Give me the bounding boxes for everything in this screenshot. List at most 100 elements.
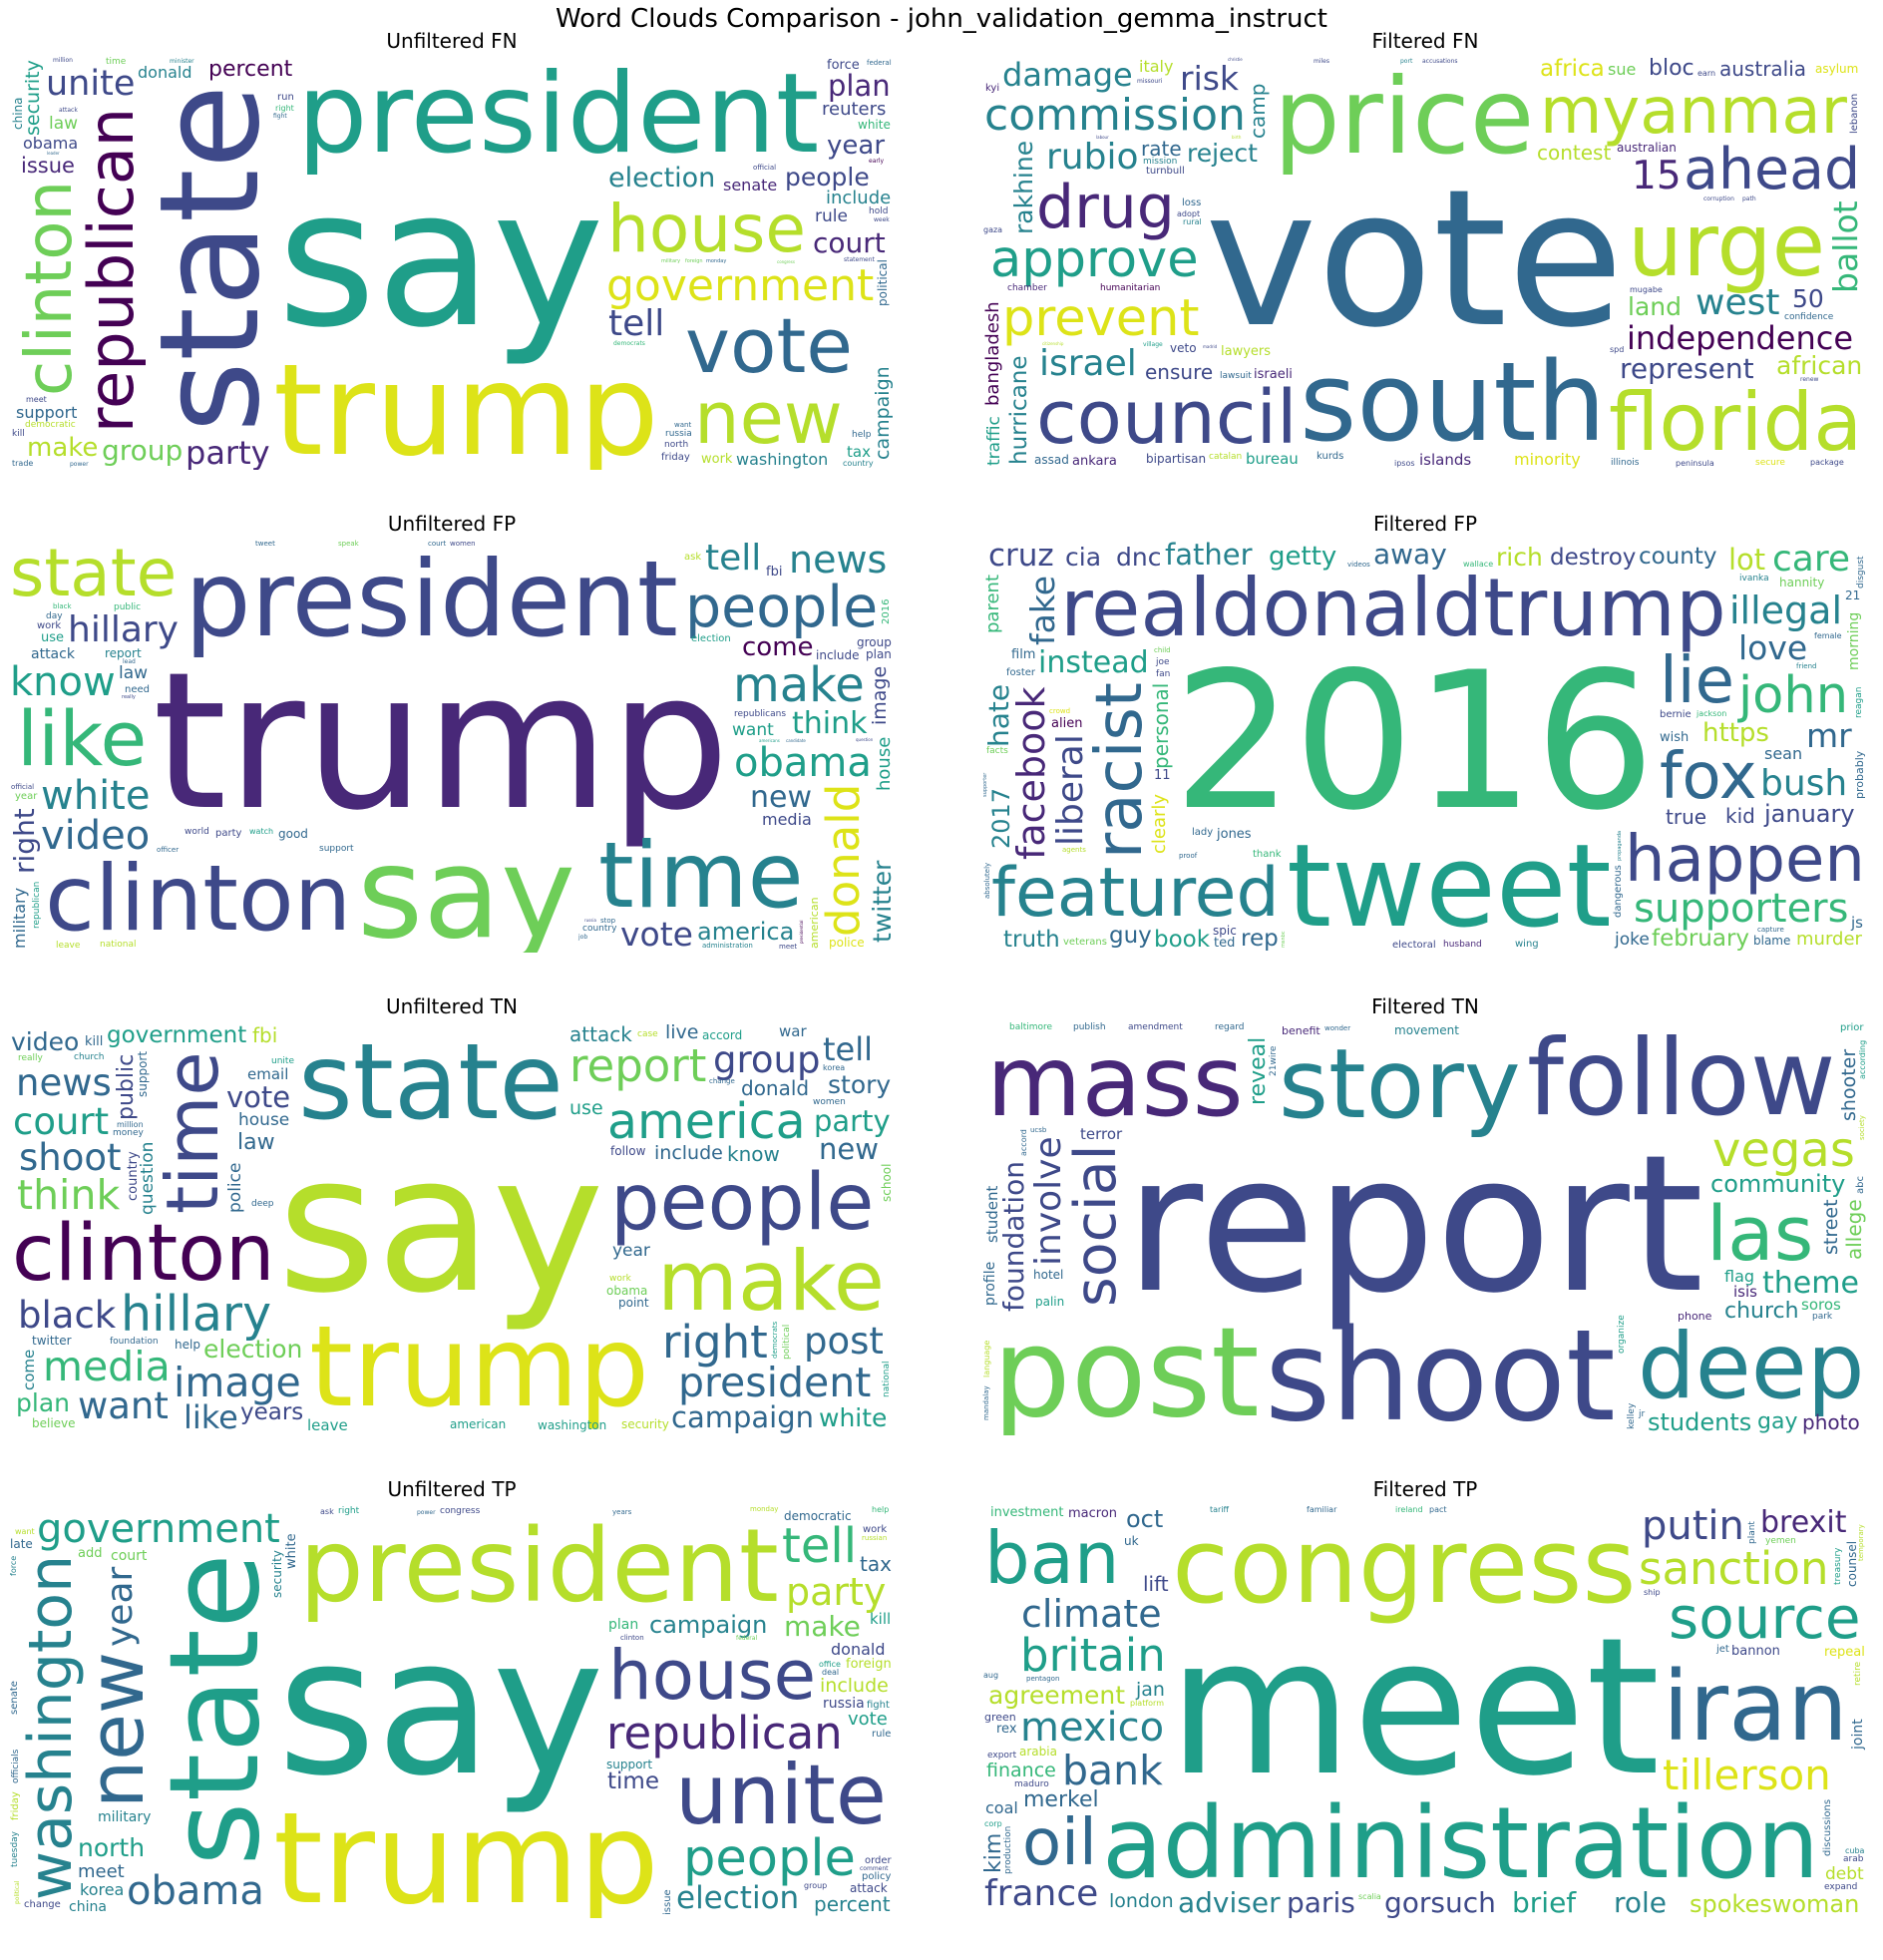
cloud-word: bannon (1731, 1644, 1780, 1659)
cloud-word: electoral (1392, 940, 1436, 951)
cloud-word: agents (1062, 846, 1086, 854)
cloud-word: bloc (1649, 56, 1695, 81)
cloud-word: new (72, 1651, 161, 1808)
cloud-word: fox (1660, 740, 1757, 814)
cloud-word: question (856, 737, 874, 742)
cloud-word: trump (309, 1303, 650, 1432)
cloud-word: vote (620, 915, 693, 953)
panel-title: Filtered TN (1371, 994, 1479, 1018)
cloud-word: support (606, 1758, 653, 1771)
cloud-word: tweet (255, 540, 275, 548)
cloud-word: terror (1080, 1125, 1123, 1143)
cloud-word: fake (1023, 575, 1062, 645)
cloud-word: joe (1156, 657, 1170, 667)
cloud-word: change (709, 1077, 735, 1085)
cloud-word: thank (1253, 849, 1282, 860)
cloud-word: hold (869, 206, 889, 216)
cloud-word: ipsos (1394, 459, 1415, 468)
cloud-word: police (225, 1162, 245, 1213)
cloud-word: democrats (613, 340, 645, 347)
cloud-word: father (1165, 539, 1253, 572)
cloud-word: america (697, 918, 795, 946)
cloud-word: vote (1205, 149, 1625, 369)
cloud-word: plan (866, 647, 892, 661)
cloud-word: clearly (1149, 793, 1170, 854)
cloud-word: party (786, 1570, 887, 1614)
cloud-word: merkel (1023, 1787, 1099, 1812)
cloud-word: russian (862, 1534, 888, 1542)
cloud-word: order (865, 1855, 892, 1866)
cloud-word: drug (1036, 173, 1175, 242)
cloud-word: urge (1628, 195, 1826, 296)
cloud-word: organize (1617, 1315, 1627, 1354)
cloud-word: vote (685, 301, 854, 390)
cloud-word: bangladesh (982, 301, 1003, 406)
cloud-word: humanitarian (1100, 283, 1161, 293)
word-cloud-panel: Filtered FN vote south price myanmar council c… (981, 28, 1869, 472)
cloud-word: friend (1796, 662, 1817, 670)
cloud-word: shoot (1265, 1302, 1616, 1436)
cloud-word: truth (1003, 927, 1060, 953)
cloud-word: policy (862, 1871, 892, 1882)
cloud-word: debt (1825, 1864, 1864, 1884)
cloud-word: cruz (988, 539, 1054, 574)
cloud-word: tell (705, 539, 762, 579)
cloud-word: amendment (1128, 1022, 1183, 1032)
cloud-word: meet (779, 943, 798, 951)
cloud-word: london (1109, 1890, 1174, 1912)
cloud-word: political (14, 1880, 21, 1904)
cloud-word: election (203, 1335, 303, 1364)
cloud-word: mission (1143, 157, 1178, 167)
cloud-word: new (750, 780, 813, 815)
cloud-word: john (1738, 666, 1849, 725)
cloud-word: bipartisan (1146, 452, 1207, 466)
panel-title: Filtered FN (1371, 29, 1479, 53)
cloud-word: change (24, 1899, 61, 1910)
cloud-word: miles (1314, 58, 1329, 65)
cloud-word: support (319, 844, 354, 854)
cloud-word: money (113, 1128, 144, 1138)
cloud-word: trump (273, 1784, 659, 1919)
cloud-word: friday (661, 452, 690, 463)
cloud-word: lawsuit (1220, 371, 1252, 381)
cloud-word: want (78, 1384, 169, 1427)
cloud-word: work (701, 452, 733, 467)
cloud-word: abc (1855, 1176, 1866, 1194)
cloud-word: donald (817, 783, 870, 937)
cloud-word: australia (1719, 57, 1807, 81)
cloud-word: house (874, 736, 895, 791)
cloud-word: wallace (1463, 560, 1494, 569)
cloud-word: ship (1644, 1588, 1661, 1597)
cloud-word: official (753, 164, 777, 172)
cloud-word: hate (982, 683, 1015, 747)
cloud-word: add (78, 1546, 103, 1561)
cloud-word: north (78, 1833, 146, 1862)
cloud-word: americans (759, 738, 780, 743)
cloud-word: lawyers (1221, 344, 1272, 359)
cloud-word: leave (56, 941, 81, 951)
cloud-word: ask (684, 552, 702, 563)
cloud-word: price (1274, 56, 1535, 178)
cloud-word: 21wire (1269, 1045, 1279, 1076)
cloud-word: democratic (784, 1509, 852, 1523)
cloud-word: american (450, 1417, 507, 1431)
cloud-word: msnbc (1281, 931, 1287, 948)
cloud-word: commission (984, 90, 1246, 141)
cloud-word: question (138, 1141, 158, 1215)
cloud-word: china (69, 1899, 107, 1915)
cloud-word: administration (702, 942, 753, 950)
cloud-word: israel (1039, 343, 1137, 384)
cloud-word: come (742, 632, 814, 662)
cloud-word: say (357, 819, 576, 954)
cloud-word: right (662, 1316, 768, 1369)
cloud-word: benefit (1282, 1024, 1320, 1037)
cloud-word: oil (1022, 1806, 1097, 1880)
cloud-word: pact (1429, 1505, 1447, 1514)
cloud-word: january (1764, 800, 1855, 828)
cloud-word: percent (208, 57, 293, 82)
cloud-word: jr (1639, 1409, 1646, 1419)
cloud-word: government (107, 1022, 247, 1048)
cloud-word: million (117, 1120, 144, 1129)
cloud-word: approve (990, 230, 1199, 289)
cloud-word: rule (872, 1729, 892, 1740)
